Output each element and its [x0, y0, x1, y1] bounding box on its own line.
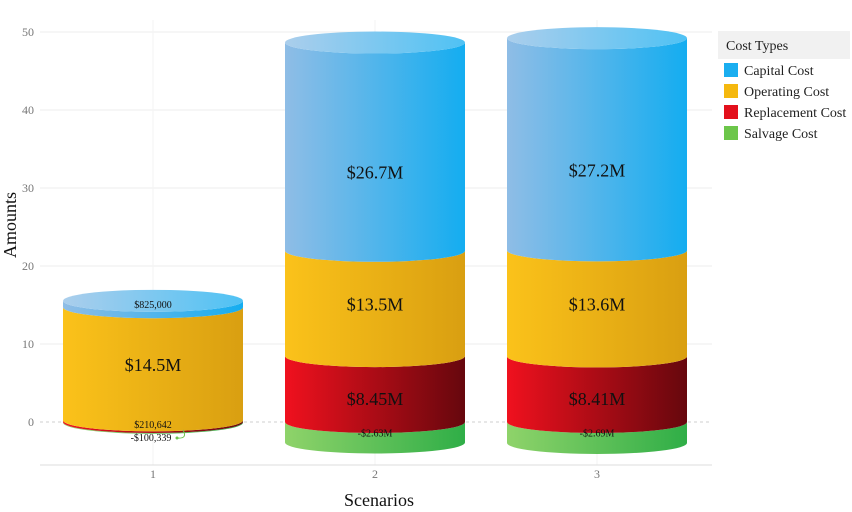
y-tick-label: 50 — [22, 25, 34, 39]
y-axis-label: Amounts — [0, 192, 20, 258]
data-label: $14.5M — [125, 355, 182, 375]
bar-top-cap — [63, 289, 243, 312]
legend-entry: Salvage Cost — [744, 127, 818, 142]
x-tick-label: 3 — [594, 467, 600, 481]
data-label: $13.5M — [347, 294, 404, 314]
data-label: $13.6M — [569, 294, 626, 314]
data-label: $27.2M — [569, 161, 626, 181]
bar-replacement-cost — [285, 356, 465, 433]
data-label: $825,000 — [134, 300, 172, 311]
y-tick-label: 0 — [28, 415, 34, 429]
bars — [63, 27, 687, 454]
legend-swatch — [724, 105, 738, 119]
bar-replacement-cost — [507, 356, 687, 433]
data-label: $8.45M — [347, 389, 404, 409]
bar-stack — [285, 31, 465, 454]
bar-top-cap — [285, 31, 465, 54]
bar-capital-cost — [507, 38, 687, 262]
y-tick-label: 30 — [22, 181, 34, 195]
legend-entry: Capital Cost — [744, 64, 814, 79]
y-axis-ticks: 50 40 30 20 10 0 — [22, 25, 34, 429]
legend-entry: Replacement Cost — [744, 106, 846, 121]
data-label: -$2.69M — [580, 428, 615, 439]
x-axis-ticks: 1 2 3 — [150, 467, 600, 481]
bar-stack — [507, 27, 687, 454]
legend-title: Cost Types — [726, 39, 788, 54]
x-tick-label: 2 — [372, 467, 378, 481]
data-label: $210,642 — [134, 420, 172, 431]
y-tick-label: 10 — [22, 337, 34, 351]
y-tick-label: 20 — [22, 259, 34, 273]
data-label: -$100,339 — [131, 433, 172, 444]
x-axis-label: Scenarios — [344, 490, 414, 510]
data-label: $8.41M — [569, 389, 626, 409]
legend-entry: Operating Cost — [744, 85, 829, 100]
bar-salvage-cost — [285, 422, 465, 454]
bar-capital-cost — [63, 300, 243, 319]
data-labels: $210,642 $14.5M $825,000 -$100,339 $8.45M $13… — [125, 161, 626, 444]
bar-salvage-cost — [507, 422, 687, 454]
bar-capital-cost — [285, 42, 465, 262]
legend-swatch — [724, 126, 738, 140]
y-tick-label: 40 — [22, 103, 34, 117]
bar-operating-cost — [63, 307, 243, 432]
legend-swatch — [724, 84, 738, 98]
legend: Cost Types Capital Cost Operating Cost Rep… — [718, 31, 850, 142]
label-connector-dot — [175, 436, 179, 440]
bar-operating-cost — [285, 250, 465, 368]
x-tick-label: 1 — [150, 467, 156, 481]
bar-top-cap — [507, 27, 687, 50]
bar-stack — [63, 289, 243, 434]
data-label: $26.7M — [347, 163, 404, 183]
label-connector — [176, 429, 185, 439]
legend-swatch — [724, 63, 738, 77]
data-label: -$2.63M — [358, 428, 393, 439]
legend-title-background — [718, 31, 850, 59]
bar-operating-cost — [507, 250, 687, 368]
